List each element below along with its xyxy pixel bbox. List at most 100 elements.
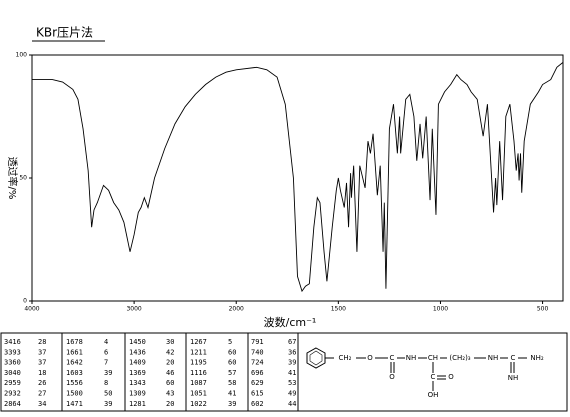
plot-frame (31, 54, 564, 302)
peak-wavenumber: 3416 (4, 338, 21, 346)
peak-wavenumber: 1343 (129, 379, 146, 387)
peak-transmittance: 58 (228, 379, 236, 387)
structure-label: NH (488, 354, 499, 362)
peak-wavenumber: 602 (251, 400, 264, 408)
chart-title: KBr压片法 (36, 26, 93, 40)
y-tick-label: 100 (16, 52, 28, 59)
peak-wavenumber: 1500 (66, 390, 83, 398)
structure-bonds (306, 347, 527, 391)
peak-wavenumber: 629 (251, 379, 264, 387)
peak-transmittance: 30 (166, 338, 174, 346)
peak-transmittance: 6 (104, 348, 108, 356)
peak-transmittance: 36 (288, 348, 296, 356)
peak-wavenumber: 2932 (4, 390, 21, 398)
peak-wavenumber: 3360 (4, 359, 21, 367)
structure-label: C (511, 354, 516, 362)
peak-transmittance: 28 (38, 338, 46, 346)
peak-wavenumber: 1661 (66, 348, 83, 356)
peak-transmittance: 27 (38, 390, 46, 398)
peak-transmittance: 5 (228, 338, 232, 346)
spectrum-line (32, 62, 564, 293)
peak-wavenumber: 696 (251, 369, 264, 377)
peak-transmittance: 67 (288, 338, 296, 346)
peak-wavenumber: 1369 (129, 369, 146, 377)
peak-wavenumber: 791 (251, 338, 264, 346)
structure-label: CH₂ (339, 354, 352, 362)
peak-wavenumber: 1556 (66, 379, 83, 387)
benzene-inner (309, 350, 323, 366)
x-tick-label: 3000 (126, 306, 141, 313)
peak-wavenumber: 1409 (129, 359, 146, 367)
peak-transmittance: 60 (228, 348, 236, 356)
x-tick-label: 2000 (229, 306, 244, 313)
peak-wavenumber: 615 (251, 390, 264, 398)
benzene-ring (306, 347, 326, 369)
peak-wavenumber: 3040 (4, 369, 21, 377)
peak-transmittance: 37 (38, 359, 46, 367)
structure-label: NH (508, 374, 519, 382)
peak-transmittance: 7 (104, 359, 108, 367)
peak-wavenumber: 1603 (66, 369, 83, 377)
peak-transmittance: 53 (288, 379, 296, 387)
peak-wavenumber: 1678 (66, 338, 83, 346)
peak-transmittance: 8 (104, 379, 108, 387)
y-tick-label: 0 (23, 298, 27, 305)
peak-transmittance: 49 (288, 390, 296, 398)
peak-wavenumber: 1642 (66, 359, 83, 367)
peak-transmittance: 41 (228, 390, 236, 398)
peak-transmittance: 18 (38, 369, 46, 377)
structure-label: O (448, 373, 454, 381)
peak-wavenumber: 1436 (129, 348, 146, 356)
peak-wavenumber: 1087 (190, 379, 207, 387)
peak-transmittance: 39 (104, 369, 112, 377)
peak-transmittance: 46 (166, 369, 174, 377)
structure-label: (CH₂)₃ (449, 354, 470, 362)
peak-wavenumber: 2959 (4, 379, 21, 387)
peak-wavenumber: 1195 (190, 359, 207, 367)
y-axis-label: 透过率/% (6, 157, 19, 200)
peak-transmittance: 26 (38, 379, 46, 387)
structure-label: C (390, 354, 395, 362)
peak-wavenumber: 1051 (190, 390, 207, 398)
peak-transmittance: 39 (104, 400, 112, 408)
peak-wavenumber: 740 (251, 348, 264, 356)
peak-wavenumber: 1116 (190, 369, 207, 377)
structure-label: NH₂ (530, 354, 544, 362)
peak-transmittance: 57 (228, 369, 236, 377)
structure-label: NH (406, 354, 417, 362)
peak-transmittance: 41 (288, 369, 296, 377)
structure-label: OH (428, 391, 439, 399)
peak-wavenumber: 1450 (129, 338, 146, 346)
x-axis-label: 波数/cm⁻¹ (264, 316, 317, 329)
peak-transmittance: 60 (228, 359, 236, 367)
peak-wavenumber: 724 (251, 359, 264, 367)
peak-transmittance: 60 (166, 379, 174, 387)
structure-label: C (431, 373, 436, 381)
peak-transmittance: 43 (166, 390, 174, 398)
peak-wavenumber: 2864 (4, 400, 21, 408)
structure-label: O (367, 354, 373, 362)
peak-transmittance: 34 (38, 400, 46, 408)
peak-transmittance: 39 (288, 359, 296, 367)
peak-wavenumber: 1211 (190, 348, 207, 356)
peak-transmittance: 42 (166, 348, 174, 356)
structure-label: O (389, 373, 395, 381)
x-tick-label: 4000 (24, 306, 39, 313)
peak-transmittance: 4 (104, 338, 108, 346)
x-tick-label: 1500 (331, 306, 346, 313)
peak-wavenumber: 1309 (129, 390, 146, 398)
x-tick-label: 500 (537, 306, 549, 313)
y-tick-label: 50 (19, 175, 27, 182)
peak-wavenumber: 1267 (190, 338, 207, 346)
peak-transmittance: 44 (288, 400, 296, 408)
peak-transmittance: 37 (38, 348, 46, 356)
peak-transmittance: 20 (166, 359, 174, 367)
peak-transmittance: 50 (104, 390, 112, 398)
peak-transmittance: 39 (228, 400, 236, 408)
structure-label: CH (428, 354, 438, 362)
x-tick-label: 1000 (433, 306, 448, 313)
peak-wavenumber: 3393 (4, 348, 21, 356)
peak-wavenumber: 1471 (66, 400, 83, 408)
peak-transmittance: 20 (166, 400, 174, 408)
